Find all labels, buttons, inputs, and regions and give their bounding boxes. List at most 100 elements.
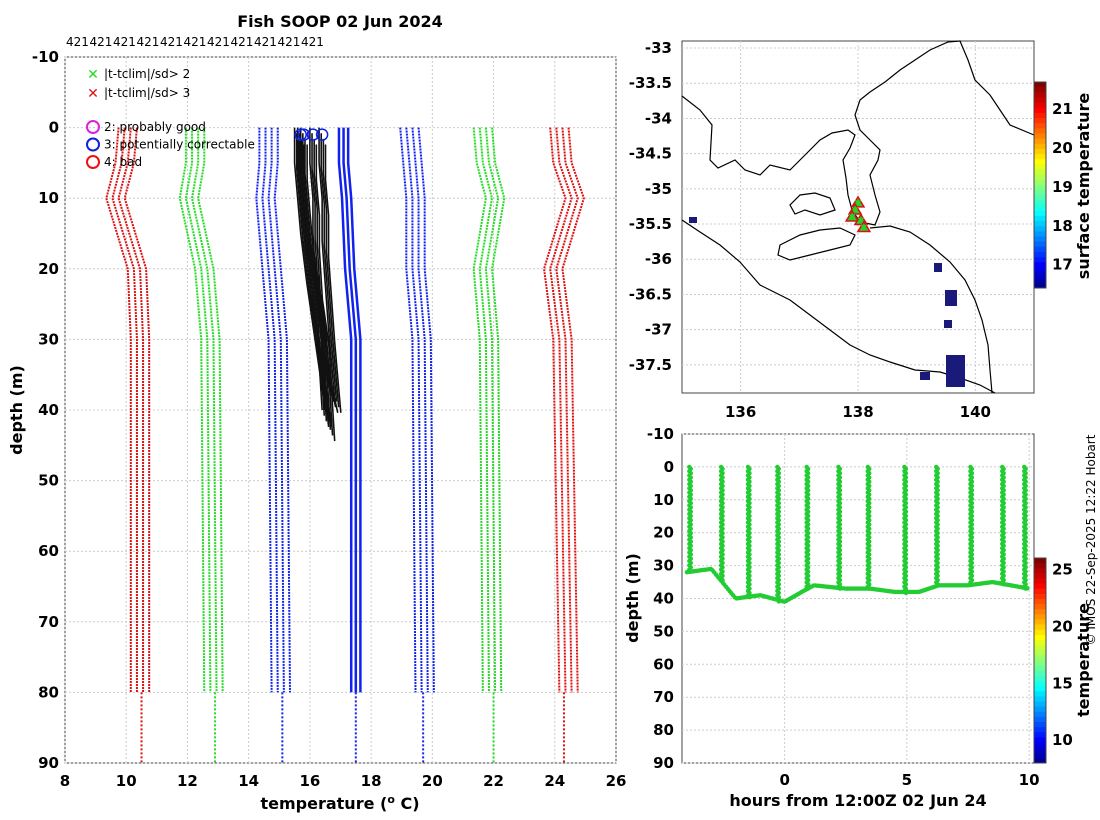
x-tick-label: 22: [483, 772, 504, 790]
colorbar-frame: [1033, 557, 1047, 764]
profile-trace: [303, 144, 330, 427]
colorbar-swatch: [1034, 107, 1046, 114]
colorbar-swatch: [1034, 277, 1046, 284]
profile-trace: [293, 127, 326, 411]
climatology-line: [484, 127, 500, 693]
climatology-line: [117, 127, 145, 693]
climatology-line: [178, 127, 206, 693]
cold-cell: [946, 355, 965, 387]
climatology-line: [261, 127, 279, 693]
climatology-line: [491, 127, 506, 693]
colorbar-swatch: [1034, 716, 1046, 723]
top-count: 421: [137, 35, 160, 49]
track-cross-icon: ✕: [850, 204, 859, 217]
colorbar-swatch: [1034, 686, 1046, 692]
colorbar-frame: [1033, 81, 1047, 289]
map-y-tick-label: -35.5: [629, 215, 672, 233]
colorbar-swatch: [1034, 619, 1046, 626]
colorbar-swatch: [1034, 558, 1046, 564]
colorbar-swatch: [1034, 185, 1046, 191]
colorbar-swatch: [1034, 138, 1046, 145]
y-axis-label: depth (m): [7, 365, 26, 455]
colorbar-tick-label: 17: [1052, 256, 1073, 274]
colorbar-tick-label: 19: [1052, 178, 1073, 196]
time-y-tick-label: -10: [647, 425, 674, 443]
track-cross-icon: ✕: [848, 211, 857, 224]
chart-title: Fish SOOP 02 Jun 2024: [237, 12, 443, 31]
y-tick-label: 60: [38, 542, 59, 560]
time-depth-y-ticks: -10 0 10 20 30 40 50 60 70 80 90: [647, 425, 674, 772]
time-depth-x-ticks: 0 5 10: [779, 771, 1039, 789]
colorbar-swatch: [1034, 655, 1046, 661]
top-count: 421: [278, 35, 301, 49]
cold-cell: [944, 320, 952, 328]
legend-item: 3: potentially correctable: [86, 137, 255, 152]
climatology-line: [399, 127, 417, 693]
colorbar-tick-label: 20: [1052, 617, 1073, 635]
profile-trace: [318, 127, 336, 396]
legend-cross-icon: ✕: [87, 86, 99, 102]
climatology-line: [411, 127, 429, 693]
colorbar-swatch: [1034, 711, 1046, 718]
top-counts: 421 421 421 421 421 421 421 421 421 421 421: [66, 35, 324, 49]
climatology-line: [543, 127, 567, 693]
colorbar-swatch: [1034, 282, 1046, 289]
qc-marker: [294, 128, 307, 141]
colorbar-tick-label: 21: [1052, 100, 1073, 118]
colorbar-swatch: [1034, 681, 1046, 687]
colorbar-tick-label: 18: [1052, 217, 1073, 235]
x-tick-label: 8: [60, 772, 70, 790]
coast-peninsula: [789, 192, 836, 216]
legend-label: 4: bad: [104, 155, 142, 169]
map-y-tick-label: -36: [645, 250, 672, 268]
coast-east: [869, 225, 993, 394]
colorbar-swatch: [1034, 179, 1046, 186]
map-x-ticks: 136 138 140: [725, 403, 991, 421]
y-tick-label: 90: [38, 754, 59, 772]
track-cross-icon: ✕: [853, 197, 862, 210]
temperature-point: [903, 590, 909, 596]
colorbar-swatch: [1034, 701, 1046, 708]
colorbar-swatch: [1034, 169, 1046, 176]
colorbar-swatch: [1034, 205, 1046, 212]
map-panel: ✕✕✕ ✕✕ 136 138 140 -33-33.5-34-34.5-35-35.5…: [629, 39, 1093, 421]
colorbar-swatch: [1034, 722, 1046, 728]
map-x-tick-label: 140: [960, 403, 991, 421]
legend-circle-icon: [86, 137, 100, 152]
climatology-line: [555, 127, 579, 693]
colorbar-swatch: [1034, 634, 1046, 641]
colorbar-swatch: [1034, 164, 1046, 171]
profile-trace: [300, 144, 333, 428]
legend-item: ✕ |t-tclim|/sd> 2: [87, 67, 190, 83]
climatology-line: [472, 127, 487, 693]
colorbar-swatch: [1034, 215, 1046, 222]
colorbar-swatch: [1034, 257, 1046, 263]
legend-item: ✕ |t-tclim|/sd> 3: [87, 86, 190, 102]
colorbar-swatch: [1034, 660, 1046, 667]
colorbar-swatch: [1034, 696, 1046, 702]
legend-circle-icon: [86, 155, 100, 169]
qc-marker: [297, 128, 311, 141]
time-y-tick-label: 60: [653, 655, 674, 673]
profile-trace: [298, 138, 331, 422]
temperature-point: [867, 586, 872, 591]
colorbar-swatch: [1034, 118, 1046, 124]
time-y-tick-label: 30: [653, 557, 674, 575]
y-tick-label: 70: [38, 613, 59, 631]
x-tick-label: 14: [238, 772, 259, 790]
profile-trace: [295, 133, 329, 416]
colorbar-swatch: [1034, 123, 1046, 129]
temperature-point: [805, 586, 811, 591]
climatology-line: [561, 127, 585, 693]
climatology-line: [549, 127, 573, 693]
top-count: 421: [231, 35, 254, 49]
colorbar-swatch: [1034, 752, 1046, 759]
colorbar-swatch: [1034, 568, 1046, 574]
colorbar-swatch: [1034, 195, 1046, 201]
legend-label: |t-tclim|/sd> 3: [104, 86, 190, 100]
time-y-tick-label: 90: [653, 754, 674, 772]
climatology-line: [105, 127, 132, 693]
climatology-line: [342, 127, 358, 693]
climatology-line: [197, 127, 224, 693]
